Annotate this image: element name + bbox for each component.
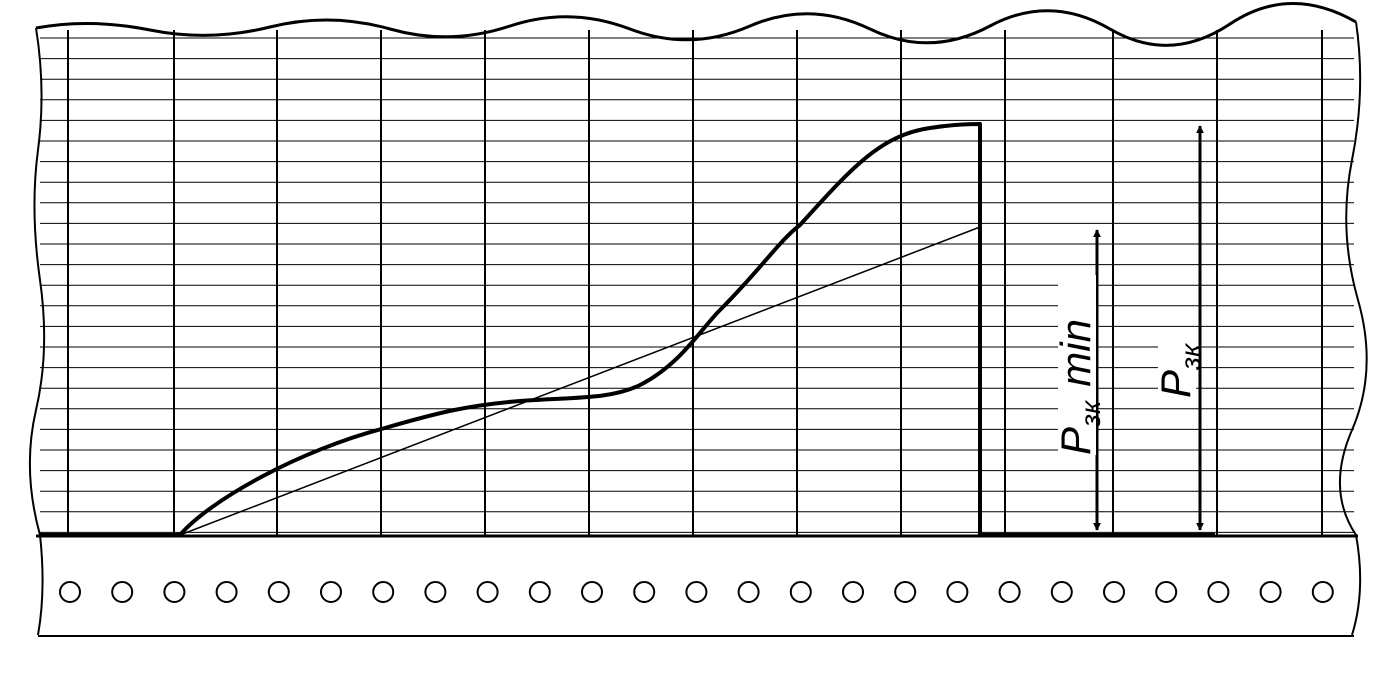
hole bbox=[789, 581, 812, 603]
reference-line bbox=[179, 226, 981, 536]
hole bbox=[842, 581, 864, 603]
hole bbox=[320, 581, 342, 603]
hole bbox=[59, 581, 81, 603]
label-bg bbox=[1158, 330, 1196, 400]
suffix: min bbox=[1052, 319, 1099, 387]
hole bbox=[111, 581, 134, 603]
subscript: зк bbox=[1075, 399, 1106, 428]
hole bbox=[737, 581, 760, 603]
hole bbox=[163, 581, 186, 603]
subscript: зк bbox=[1175, 342, 1206, 371]
hole bbox=[1050, 581, 1073, 603]
hole bbox=[1103, 581, 1125, 603]
sprocket-holes bbox=[59, 581, 1334, 603]
hole bbox=[528, 581, 551, 603]
hole bbox=[894, 581, 917, 603]
paper-edge-top bbox=[35, 2, 1357, 47]
pressure-curve bbox=[40, 122, 1215, 537]
symbol: P bbox=[1052, 427, 1099, 455]
hole bbox=[267, 581, 290, 603]
paper-edge-right bbox=[1338, 21, 1368, 636]
symbol: P bbox=[1152, 370, 1199, 398]
hole bbox=[998, 581, 1021, 603]
label-p-min: Pзк min bbox=[1052, 319, 1106, 455]
hole bbox=[476, 581, 499, 603]
hole bbox=[1311, 581, 1334, 603]
label-bg bbox=[1058, 275, 1096, 455]
hole bbox=[215, 581, 238, 603]
hole bbox=[581, 581, 603, 603]
hole bbox=[372, 581, 395, 603]
grid bbox=[40, 30, 1354, 535]
hole bbox=[685, 581, 708, 603]
hole bbox=[1259, 581, 1282, 603]
paper-edge-left bbox=[28, 27, 46, 636]
hole bbox=[424, 581, 447, 603]
hole bbox=[1207, 581, 1230, 603]
hole bbox=[633, 581, 656, 603]
hole bbox=[1155, 581, 1178, 603]
hole bbox=[946, 581, 969, 603]
label-p: Pзк bbox=[1152, 342, 1206, 398]
